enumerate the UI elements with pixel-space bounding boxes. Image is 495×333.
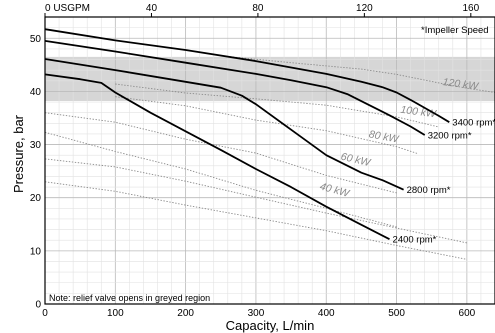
x-tick-label: 600 xyxy=(459,308,476,319)
speed-curve-label: 2800 rpm* xyxy=(407,185,451,196)
x-tick-label: 400 xyxy=(318,308,335,319)
y-tick-label: 20 xyxy=(30,193,42,204)
top-tick-label: 160 xyxy=(462,3,479,14)
chart-labels: Capacity, L/min Pressure, bar *Impeller … xyxy=(11,25,489,333)
plot-frame xyxy=(44,16,495,305)
y-tick-label: 10 xyxy=(30,246,42,257)
power-contour-line xyxy=(115,96,418,155)
x-tick-label: 100 xyxy=(107,308,124,319)
x-tick-label: 500 xyxy=(388,308,405,319)
y-axis-title: Pressure, bar xyxy=(11,114,26,193)
top-tick-label: 120 xyxy=(356,3,373,14)
y-tick-label: 50 xyxy=(30,34,42,45)
speed-curve-line xyxy=(44,73,390,241)
legend-title: *Impeller Speed xyxy=(421,25,489,36)
speed-curve-label: 3200 rpm* xyxy=(428,130,472,141)
speed-curve-line xyxy=(44,40,426,136)
top-tick-label: 40 xyxy=(146,3,158,14)
speed-curves: 3400 rpm*3200 rpm* 2800 rpm* 2400 rpm* xyxy=(44,28,495,246)
x-axis-title: Capacity, L/min xyxy=(226,318,315,333)
power-contour-line xyxy=(44,131,397,228)
relief-note: Note: relief valve opens in greyed regio… xyxy=(49,293,210,303)
speed-curve-label: 3400 rpm* xyxy=(452,118,495,129)
x-tick-label: 300 xyxy=(248,308,265,319)
speed-curve-line xyxy=(44,28,450,123)
speed-curve-label: 2400 rpm* xyxy=(393,235,437,246)
power-contour-label: 40 kW xyxy=(318,181,351,201)
power-contour-label: 120 kW xyxy=(442,76,480,93)
x-tick-label: 0 xyxy=(42,308,48,319)
top-tick-label: 80 xyxy=(252,3,264,14)
tick-labels: 0 100 200 300 400 500 600 0 10 20 30 40 50 0 USGPM 40 8… xyxy=(30,3,480,319)
y-tick-label: 40 xyxy=(30,87,42,98)
power-contour-label: 60 kW xyxy=(340,151,373,170)
power-contour-line xyxy=(44,112,397,194)
speed-curve-line xyxy=(44,58,404,191)
top-tick-label: 0 USGPM xyxy=(45,3,90,14)
power-contour-label: 80 kW xyxy=(368,128,401,146)
y-tick-label: 0 xyxy=(35,300,41,311)
power-contour-line xyxy=(44,181,467,260)
power-contour-label: 100 kW xyxy=(400,104,438,121)
y-tick-label: 30 xyxy=(30,140,42,151)
x-tick-label: 200 xyxy=(177,308,194,319)
